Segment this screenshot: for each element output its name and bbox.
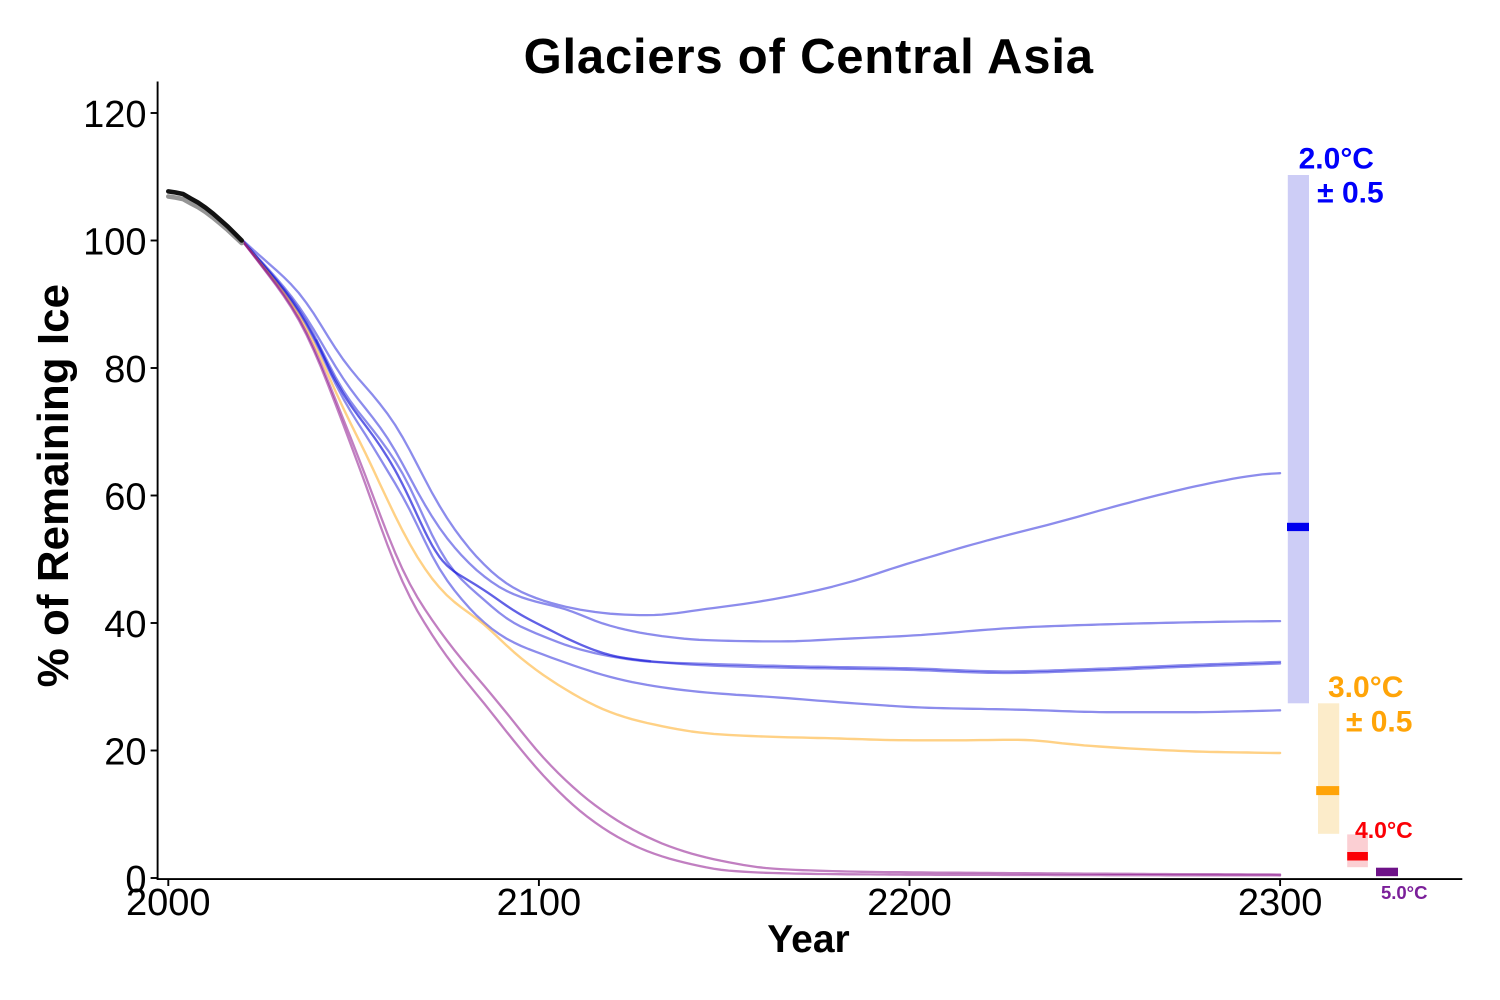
svg-text:± 0.5: ± 0.5 [1346, 706, 1413, 739]
svg-text:% of Remaining Ice: % of Remaining Ice [29, 284, 78, 687]
svg-text:60: 60 [104, 477, 146, 519]
svg-text:2000: 2000 [126, 882, 211, 924]
svg-text:4.0°C: 4.0°C [1355, 817, 1413, 843]
svg-text:2300: 2300 [1238, 882, 1323, 924]
svg-text:80: 80 [104, 349, 146, 391]
svg-text:120: 120 [83, 94, 146, 136]
svg-text:2100: 2100 [497, 882, 582, 924]
svg-text:2.0°C: 2.0°C [1299, 142, 1374, 175]
svg-text:Glaciers of Central Asia: Glaciers of Central Asia [524, 30, 1094, 84]
svg-text:± 0.5: ± 0.5 [1317, 177, 1384, 210]
svg-text:20: 20 [104, 732, 146, 774]
svg-text:100: 100 [83, 222, 146, 264]
svg-text:Year: Year [767, 918, 849, 961]
svg-text:5.0°C: 5.0°C [1381, 882, 1427, 903]
svg-text:40: 40 [104, 604, 146, 646]
svg-text:2200: 2200 [867, 882, 952, 924]
svg-text:0: 0 [125, 859, 146, 901]
svg-text:3.0°C: 3.0°C [1328, 671, 1403, 704]
